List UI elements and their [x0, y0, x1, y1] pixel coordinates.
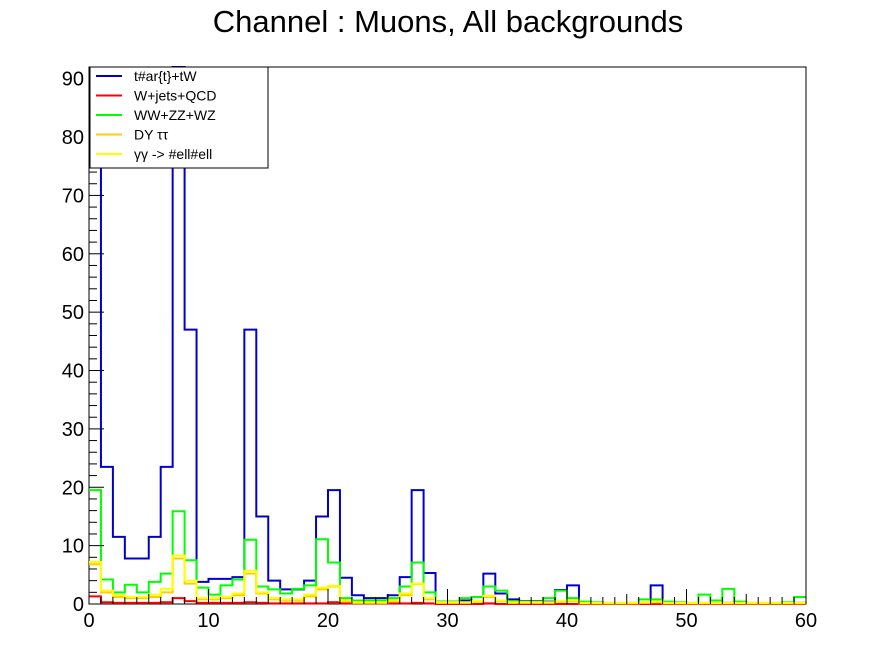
series-line-4 [89, 554, 806, 604]
legend-label-1: W+jets+QCD [134, 88, 216, 104]
legend-label-4: γγ -> #ell#ell [134, 146, 212, 162]
y-tick-label: 70 [62, 185, 84, 207]
y-tick-label: 90 [62, 69, 84, 91]
y-tick-label: 40 [62, 361, 84, 383]
legend-label-0: t#ar{t}+tW [134, 68, 197, 84]
x-tick-label: 30 [436, 610, 458, 632]
x-tick-label: 60 [795, 610, 817, 632]
y-tick-label: 10 [62, 536, 84, 558]
y-tick-label: 60 [62, 244, 84, 266]
x-tick-label: 50 [675, 610, 697, 632]
legend: t#ar{t}+tW W+jets+QCD WW+ZZ+WZ DY ττ γγ -> #… [89, 66, 269, 169]
x-tick-label: 0 [83, 610, 94, 632]
legend-label-2: WW+ZZ+WZ [134, 107, 216, 123]
legend-box [89, 66, 269, 169]
series-line-0 [89, 66, 806, 605]
x-tick-label: 20 [317, 610, 339, 632]
y-tick-label: 20 [62, 477, 84, 499]
legend-label-3: DY ττ [134, 127, 169, 143]
x-tick-label: 10 [197, 610, 219, 632]
y-tick-label: 0 [73, 594, 84, 616]
x-tick-label: 40 [556, 610, 578, 632]
y-tick-label: 50 [62, 302, 84, 324]
y-tick-label: 80 [62, 127, 84, 149]
y-tick-label: 30 [62, 419, 84, 441]
chart-title: Channel : Muons, All backgrounds [213, 4, 683, 39]
